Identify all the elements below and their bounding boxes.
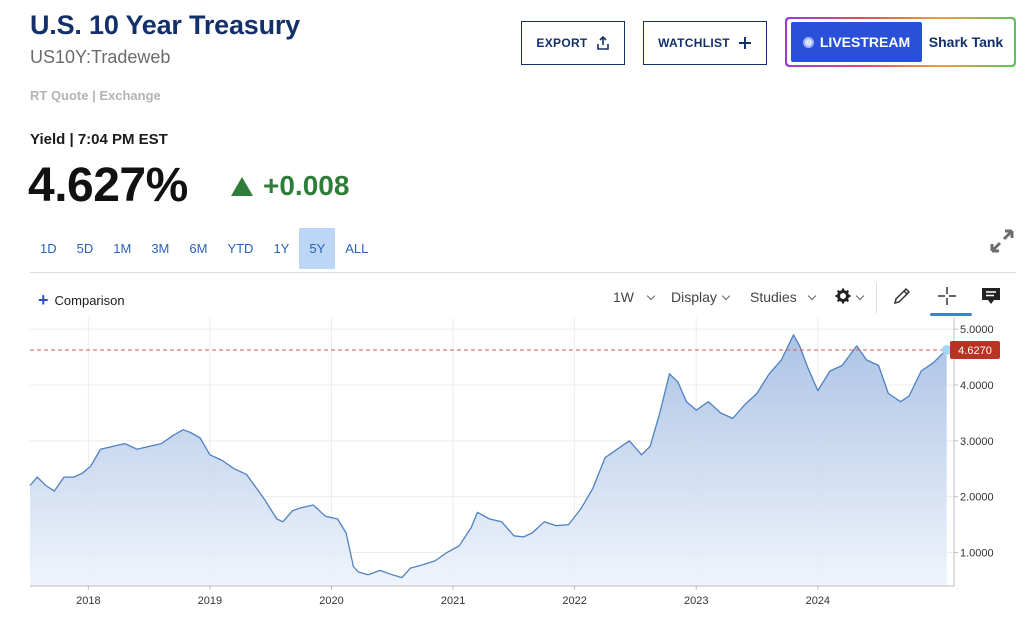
studies-label: Studies (750, 289, 797, 305)
livestream-label: LIVESTREAM (819, 34, 911, 50)
draw-button[interactable] (892, 286, 912, 309)
toolbar-separator (876, 283, 877, 313)
page-title: U.S. 10 Year Treasury (30, 10, 300, 40)
range-6m[interactable]: 6M (189, 241, 208, 256)
live-dot-icon (802, 36, 814, 48)
comment-icon (981, 287, 1001, 308)
crosshair-icon (937, 286, 957, 309)
expand-icon[interactable] (988, 227, 1016, 255)
x-tick-label: 2020 (319, 595, 343, 607)
livestream-button[interactable]: LIVESTREAM (791, 22, 922, 62)
range-all[interactable]: ALL (345, 241, 369, 256)
range-1y[interactable]: 1Y (273, 241, 290, 256)
share-icon (596, 36, 610, 50)
x-tick-label: 2021 (441, 595, 465, 607)
x-tick-label: 2018 (76, 595, 100, 607)
interval-label: 1W (613, 289, 634, 305)
x-tick-label: 2019 (198, 595, 222, 607)
settings-dropdown[interactable] (835, 288, 865, 307)
crosshair-active-indicator (930, 313, 972, 316)
range-1m[interactable]: 1M (113, 241, 132, 256)
interval-dropdown[interactable]: 1W (613, 289, 656, 305)
current-value-label: 4.6270 (958, 345, 992, 357)
y-tick-label: 1.0000 (960, 548, 994, 560)
pencil-icon (892, 286, 912, 309)
plus-icon: + (38, 290, 49, 310)
chevron-down-icon (855, 291, 865, 301)
range-5d[interactable]: 5D (76, 241, 94, 256)
change-value: +0.008 (263, 170, 350, 201)
gear-icon (835, 288, 851, 307)
yield-chart[interactable]: 1.0000 2.0000 3.0000 4.0000 5.0000 2018 2019 20… (0, 318, 1024, 621)
yield-timestamp: Yield | 7:04 PM EST (30, 131, 168, 148)
current-point (941, 344, 952, 355)
price-change: +0.008 (231, 170, 349, 202)
comment-button[interactable] (981, 287, 1001, 308)
symbol-label: US10Y:Tradeweb (30, 47, 171, 67)
x-tick-label: 2022 (562, 595, 586, 607)
chevron-down-icon (721, 291, 731, 300)
x-tick-label: 2024 (806, 595, 830, 607)
y-tick-label: 4.0000 (960, 380, 994, 392)
y-tick-label: 2.0000 (960, 492, 994, 504)
current-value-badge (950, 340, 1000, 359)
x-tick-label: 2023 (684, 595, 708, 607)
studies-dropdown[interactable]: Studies (750, 289, 816, 305)
range-3m[interactable]: 3M (151, 241, 170, 256)
range-5y[interactable]: 5Y (299, 228, 336, 269)
range-1d[interactable]: 1D (40, 241, 57, 256)
y-tick-label: 3.0000 (960, 436, 994, 448)
crosshair-button[interactable] (937, 286, 957, 309)
triangle-up-icon (231, 176, 253, 196)
display-dropdown[interactable]: Display (671, 289, 731, 305)
series-line (29, 334, 948, 579)
chevron-down-icon (646, 291, 656, 300)
range-ytd[interactable]: YTD (227, 241, 254, 256)
last-price: 4.627% (28, 159, 188, 212)
watchlist-button[interactable]: WATCHLIST (643, 21, 767, 65)
y-tick-label: 5.0000 (960, 324, 994, 336)
toolbar-divider (30, 272, 1016, 273)
comparison-button[interactable]: + Comparison (38, 291, 125, 309)
chevron-down-icon (807, 291, 816, 300)
export-label: EXPORT (536, 36, 588, 50)
livestream-widget: LIVESTREAM Shark Tank (785, 17, 1016, 67)
range-selector: 1D 5D 1M 3M 6M YTD 1Y 5Y ALL (30, 228, 378, 269)
comparison-label: Comparison (54, 292, 125, 308)
quote-source: RT Quote | Exchange (30, 88, 161, 103)
show-link[interactable]: Shark Tank (928, 34, 1004, 50)
plus-icon (738, 36, 752, 50)
watchlist-label: WATCHLIST (658, 36, 730, 50)
export-button[interactable]: EXPORT (521, 21, 625, 65)
display-label: Display (671, 289, 717, 305)
series-area (30, 334, 947, 586)
